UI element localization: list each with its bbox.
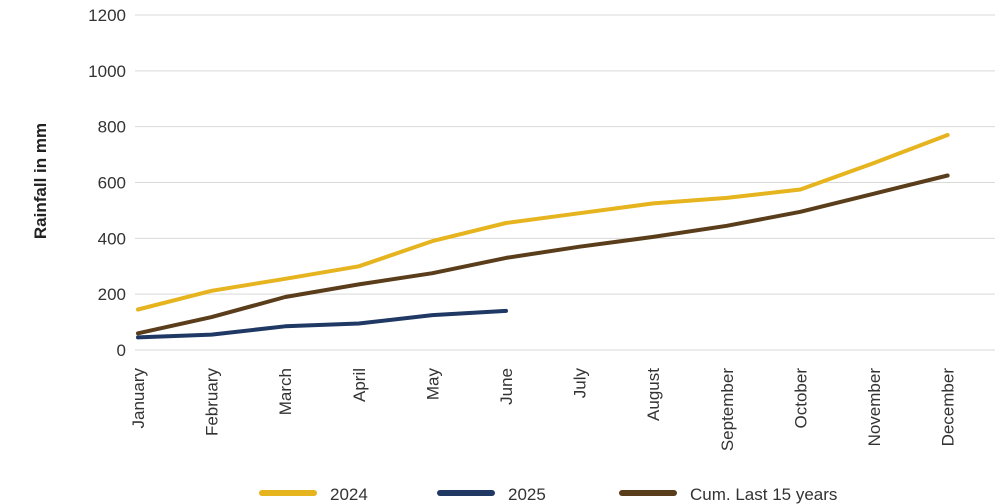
x-tick-label: July [571,368,590,399]
legend: 2024 2025 Cum. Last 15 years [259,485,837,504]
x-tick-label: November [865,368,884,447]
series-line-0 [136,133,950,312]
y-tick-label: 400 [98,229,126,248]
y-tick-label: 200 [98,285,126,304]
y-tick-label: 1000 [88,62,126,81]
x-tick-label: October [791,368,810,429]
x-tick-label: September [718,368,737,451]
gridlines [135,14,995,351]
y-tick-label: 0 [117,341,126,360]
x-tick-label: April [350,368,369,402]
x-tick-label: December [939,368,958,447]
y-axis-label: Rainfall in mm [31,123,50,239]
series-lines [136,133,950,340]
legend-label: Cum. Last 15 years [690,485,837,504]
x-tick-label: June [497,368,516,405]
y-tick-label: 800 [98,118,126,137]
x-axis-ticks: January February March April May June July Augu… [129,368,958,452]
x-tick-label: February [203,368,222,437]
y-axis-ticks: 0 200 400 600 800 1000 1200 [88,6,126,360]
x-tick-label: August [644,368,663,421]
legend-label: 2025 [508,485,546,504]
series-line-2 [136,173,950,336]
legend-label: 2024 [330,485,368,504]
x-tick-label: January [129,368,148,429]
x-tick-label: March [276,368,295,415]
y-tick-label: 1200 [88,6,126,25]
x-tick-label: May [423,368,442,401]
series-line-1 [136,308,508,340]
y-tick-label: 600 [98,174,126,193]
